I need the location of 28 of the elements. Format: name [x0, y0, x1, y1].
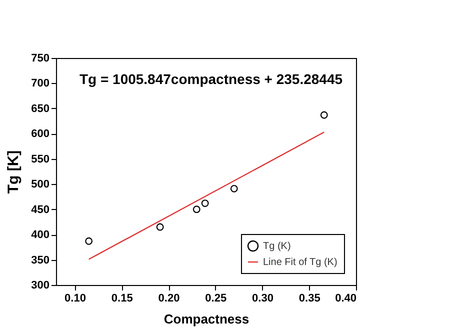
y-axis-title: Tg [K]	[5, 150, 22, 194]
annotation: Tg = 1005.847compactness + 235.28445	[79, 71, 343, 87]
point	[230, 184, 238, 192]
y-tick-label: 600	[31, 128, 50, 140]
point	[201, 200, 209, 207]
y-tick-label: 300	[31, 280, 50, 292]
x-tick-label: 0.25	[205, 292, 227, 304]
y-tick-label: 450	[31, 204, 50, 216]
point	[192, 206, 200, 214]
x-tick-label: 0.10	[64, 292, 86, 304]
point	[156, 223, 164, 231]
point	[85, 237, 93, 245]
x-tick-label: 0.15	[111, 292, 133, 304]
x-tick-label: 0.20	[158, 292, 180, 304]
y-tick-label: 750	[31, 52, 50, 64]
y-tick-label: 500	[31, 178, 50, 191]
y-tick-label: 700	[31, 78, 50, 90]
x-tick-label: 0.40	[335, 292, 356, 304]
y-tick-label: 400	[31, 229, 50, 242]
x-tick-label: 0.35	[298, 292, 320, 304]
legend-label: Tg (K)	[263, 241, 291, 252]
x-axis-title: Compactness	[164, 312, 250, 326]
legend-label: Line Fit of Tg (K)	[263, 257, 338, 268]
y-tick-label: 650	[31, 102, 50, 115]
y-tick-label: 550	[31, 153, 50, 166]
x-tick-label: 0.30	[252, 292, 274, 304]
y-tick-label: 350	[31, 254, 50, 266]
point	[320, 111, 328, 119]
